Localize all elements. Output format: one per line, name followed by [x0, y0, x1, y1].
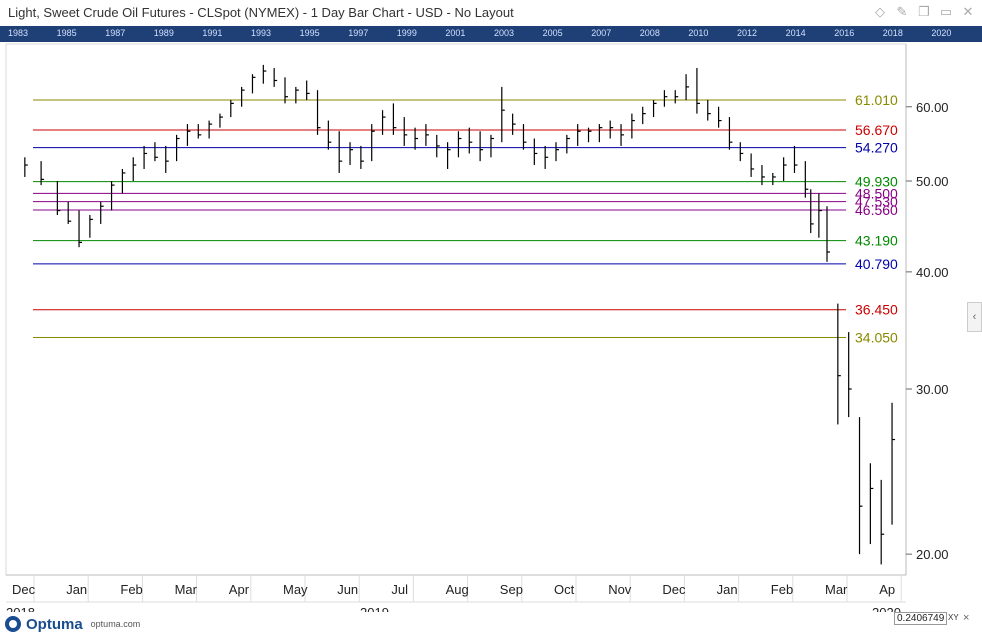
level-label: 43.190: [855, 233, 898, 249]
year-label: 1985: [56, 28, 77, 38]
y-tick-label: 50.00: [916, 174, 949, 189]
optuma-logo-icon: [5, 616, 21, 632]
x-month-label: Mar: [175, 582, 198, 597]
year-label: 2008: [639, 28, 660, 38]
cursor-readout: 0.2406749: [894, 612, 948, 625]
x-month-label: Sep: [500, 582, 523, 597]
level-label: 34.050: [855, 329, 898, 345]
collapse-panel-chevron-icon[interactable]: ‹: [967, 302, 982, 332]
x-month-label: Jul: [391, 582, 408, 597]
x-month-label: Dec: [12, 582, 36, 597]
level-label: 40.790: [855, 256, 898, 272]
year-label: 2018: [882, 28, 903, 38]
x-month-label: May: [283, 582, 308, 597]
year-label: 1987: [105, 28, 126, 38]
level-label: 48.500: [855, 185, 898, 201]
xy-toggle[interactable]: XY: [948, 613, 959, 622]
level-label: 47.530: [855, 194, 898, 210]
footer: Optuma optuma.com: [0, 612, 982, 635]
x-month-label: Aug: [446, 582, 469, 597]
x-month-label: Apr: [229, 582, 250, 597]
restore-icon[interactable]: ❐: [918, 4, 930, 19]
optuma-logo: Optuma optuma.com: [4, 615, 140, 633]
year-label: 2012: [737, 28, 758, 38]
year-label: 1999: [396, 28, 417, 38]
close-icon[interactable]: ✕: [962, 4, 974, 19]
level-label: 36.450: [855, 302, 898, 318]
y-tick-label: 30.00: [916, 382, 949, 397]
x-month-label: Feb: [120, 582, 142, 597]
year-label: 1989: [153, 28, 174, 38]
x-month-label: Jun: [337, 582, 358, 597]
brand-name: Optuma: [26, 615, 83, 633]
year-label: 2001: [445, 28, 466, 38]
year-label: 2014: [785, 28, 806, 38]
x-month-label: Oct: [554, 582, 575, 597]
x-month-label: Jan: [717, 582, 738, 597]
brand-url[interactable]: optuma.com: [90, 619, 141, 629]
year-label: 2007: [591, 28, 612, 38]
copy-icon[interactable]: ▭: [939, 4, 953, 19]
readout-close-icon[interactable]: ×: [963, 612, 970, 624]
year-label: 2005: [542, 28, 563, 38]
level-label: 49.930: [855, 174, 898, 190]
y-tick-label: 20.00: [916, 547, 949, 562]
year-label: 2003: [494, 28, 515, 38]
year-label: 1991: [202, 28, 223, 38]
level-label: 54.270: [855, 140, 898, 156]
window-controls: ◇ ✎ ❐ ▭ ✕: [872, 4, 976, 20]
year-label: 1983: [8, 28, 29, 38]
title-bar: Light, Sweet Crude Oil Futures - CLSpot …: [0, 0, 982, 25]
y-tick-label: 40.00: [916, 265, 949, 280]
year-label: 2020: [931, 28, 952, 38]
y-tick-label: 60.00: [916, 100, 949, 115]
year-label: 2010: [688, 28, 709, 38]
x-month-label: Mar: [825, 582, 848, 597]
level-label: 56.670: [855, 122, 898, 138]
x-month-label: Dec: [662, 582, 686, 597]
diamond-icon[interactable]: ◇: [875, 4, 885, 19]
level-label: 61.010: [855, 92, 898, 108]
x-month-label: Nov: [608, 582, 632, 597]
overview-year-bar[interactable]: 1983 1985 1987 1989 1991 1993 1995 1997 1999 2001…: [0, 26, 982, 42]
year-label: 1993: [251, 28, 272, 38]
x-month-label: Ap: [879, 582, 895, 597]
x-month-label: Feb: [771, 582, 793, 597]
chart-title: Light, Sweet Crude Oil Futures - CLSpot …: [8, 5, 514, 20]
year-label: 1995: [299, 28, 320, 38]
pin-icon[interactable]: ✎: [896, 4, 908, 19]
level-label: 46.560: [855, 202, 898, 218]
year-label: 1997: [348, 28, 369, 38]
year-label: 2016: [834, 28, 855, 38]
x-month-label: Jan: [66, 582, 87, 597]
